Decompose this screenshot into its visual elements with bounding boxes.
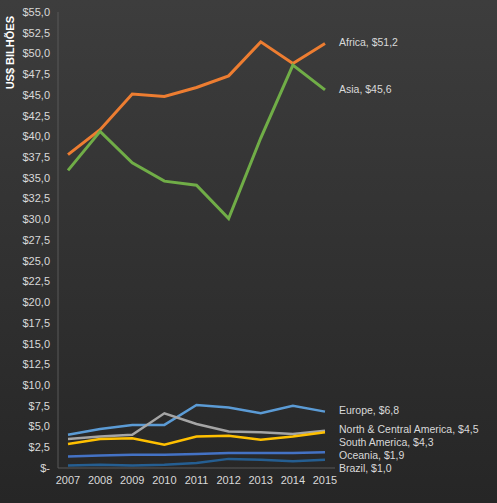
svg-text:Brazil, $1,0: Brazil, $1,0 xyxy=(339,462,392,474)
svg-text:$17,5: $17,5 xyxy=(22,317,50,329)
svg-text:Oceania, $1,9: Oceania, $1,9 xyxy=(339,449,405,461)
svg-text:$32,5: $32,5 xyxy=(22,192,50,204)
svg-text:$22,5: $22,5 xyxy=(22,275,50,287)
svg-text:$7,5: $7,5 xyxy=(29,400,50,412)
svg-text:Europe, $6,8: Europe, $6,8 xyxy=(339,404,399,416)
svg-text:$45,0: $45,0 xyxy=(22,89,50,101)
svg-text:$37,5: $37,5 xyxy=(22,151,50,163)
svg-text:$12,5: $12,5 xyxy=(22,358,50,370)
svg-text:$25,0: $25,0 xyxy=(22,255,50,267)
svg-text:$-: $- xyxy=(40,462,50,474)
svg-text:$27,5: $27,5 xyxy=(22,234,50,246)
svg-text:2008: 2008 xyxy=(88,474,112,486)
svg-text:2010: 2010 xyxy=(152,474,176,486)
svg-text:North & Central America, $4,5: North & Central America, $4,5 xyxy=(339,423,479,435)
svg-text:South America, $4,3: South America, $4,3 xyxy=(339,436,434,448)
svg-text:$47,5: $47,5 xyxy=(22,68,50,80)
svg-text:$10,0: $10,0 xyxy=(22,379,50,391)
svg-text:$35,0: $35,0 xyxy=(22,172,50,184)
svg-text:2014: 2014 xyxy=(281,474,305,486)
svg-text:2015: 2015 xyxy=(313,474,337,486)
svg-text:Asia, $45,6: Asia, $45,6 xyxy=(339,83,392,95)
svg-text:2007: 2007 xyxy=(56,474,80,486)
svg-text:$2,5: $2,5 xyxy=(29,441,50,453)
svg-text:$50,0: $50,0 xyxy=(22,47,50,59)
svg-text:2011: 2011 xyxy=(185,474,209,486)
svg-text:2013: 2013 xyxy=(249,474,273,486)
svg-text:$55,0: $55,0 xyxy=(22,6,50,18)
svg-text:$5,0: $5,0 xyxy=(29,420,50,432)
svg-text:$52,5: $52,5 xyxy=(22,27,50,39)
svg-text:Africa, $51,2: Africa, $51,2 xyxy=(339,36,398,48)
svg-text:2009: 2009 xyxy=(120,474,144,486)
svg-text:$40,0: $40,0 xyxy=(22,130,50,142)
svg-text:US$ BILHÕES: US$ BILHÕES xyxy=(8,16,16,89)
svg-text:$15,0: $15,0 xyxy=(22,338,50,350)
svg-text:$30,0: $30,0 xyxy=(22,213,50,225)
svg-text:$42,5: $42,5 xyxy=(22,110,50,122)
svg-text:2012: 2012 xyxy=(216,474,240,486)
svg-text:$20,0: $20,0 xyxy=(22,296,50,308)
